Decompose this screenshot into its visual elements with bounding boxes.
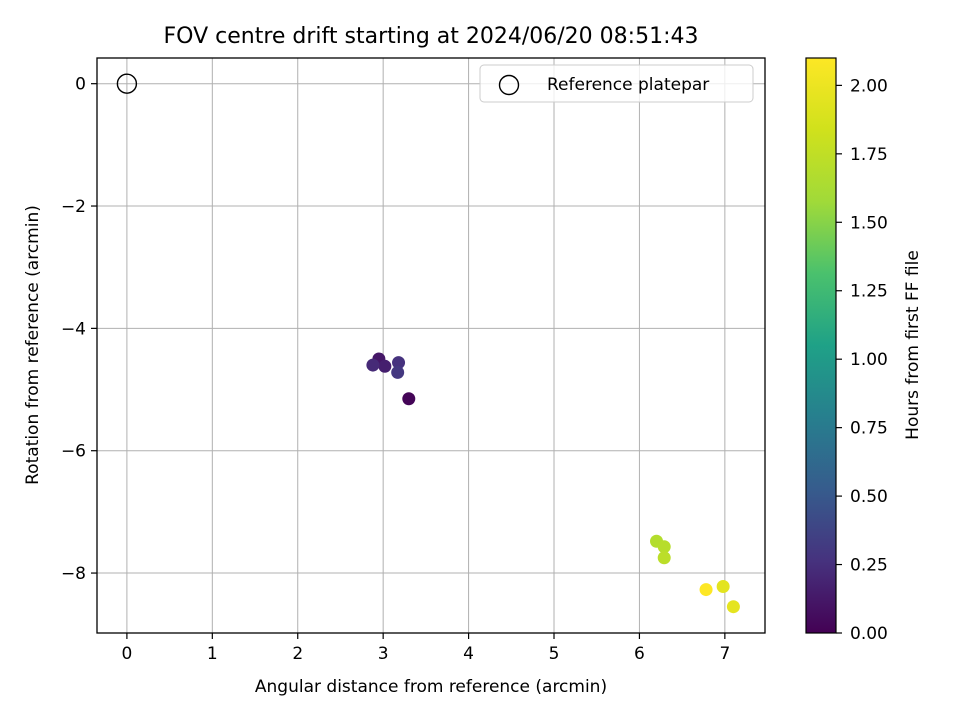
colorbar: 0.00 0.25 0.50 0.75 1.00 1.25 1.50 1.75 2.00 Hou… (805, 57, 923, 644)
colorbar-tick-label: 1.25 (850, 282, 888, 302)
plot-area-frame (96, 57, 766, 634)
chart-title: FOV centre drift starting at 2024/06/20 … (164, 24, 699, 49)
data-point (657, 551, 671, 565)
colorbar-tick-label: 2.00 (850, 76, 888, 96)
colorbar-tick-label: 0.50 (850, 487, 888, 507)
y-tick-label: −8 (61, 564, 86, 584)
data-point (392, 356, 406, 370)
reference-platepar-marker (116, 73, 138, 94)
data-point (402, 392, 416, 406)
y-axis-ticks: 0 −2 −4 −6 −8 (61, 75, 97, 584)
y-tick-label: −4 (61, 319, 86, 339)
x-tick-label: 1 (207, 644, 218, 664)
data-point (699, 583, 713, 597)
y-tick-label: 0 (75, 75, 86, 95)
legend: Reference platepar (479, 64, 754, 103)
colorbar-label: Hours from first FF file (903, 250, 923, 440)
colorbar-tick-label: 0.75 (850, 419, 888, 439)
legend-marker-reference (498, 74, 520, 96)
data-point (366, 358, 380, 372)
x-tick-label: 3 (378, 644, 389, 664)
colorbar-tick-label: 1.75 (850, 145, 888, 165)
x-axis-label: Angular distance from reference (arcmin) (255, 677, 607, 697)
data-point (726, 600, 740, 614)
colorbar-gradient (805, 57, 837, 634)
x-tick-label: 5 (549, 644, 560, 664)
data-point (716, 580, 730, 594)
y-tick-label: −6 (61, 442, 86, 462)
data-point (657, 540, 671, 554)
colorbar-tick-label: 0.00 (850, 624, 888, 644)
colorbar-ticks: 0.00 0.25 0.50 0.75 1.00 1.25 1.50 1.75 2.00 (836, 76, 888, 644)
legend-label-reference: Reference platepar (547, 75, 709, 95)
x-tick-label: 0 (121, 644, 132, 664)
y-tick-label: −2 (61, 197, 86, 217)
x-tick-label: 4 (463, 644, 474, 664)
x-axis-ticks: 0 1 2 3 4 5 6 7 (121, 633, 730, 664)
grid-lines (97, 58, 765, 633)
data-points (116, 73, 740, 614)
data-point (378, 359, 392, 373)
data-point (391, 365, 405, 379)
colorbar-tick-label: 1.00 (850, 350, 888, 370)
legend-box (479, 64, 754, 103)
colorbar-tick-label: 0.25 (850, 556, 888, 576)
y-axis-label: Rotation from reference (arcmin) (23, 205, 43, 485)
x-tick-label: 6 (634, 644, 645, 664)
x-tick-label: 2 (292, 644, 303, 664)
x-tick-label: 7 (719, 644, 730, 664)
colorbar-tick-label: 1.50 (850, 213, 888, 233)
